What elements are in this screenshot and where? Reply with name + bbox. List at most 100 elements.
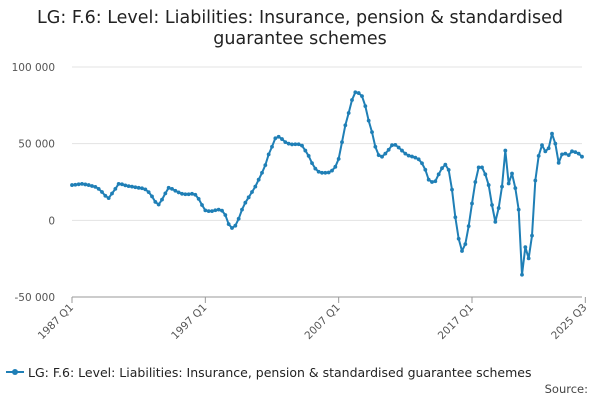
data-point[interactable]	[250, 190, 254, 194]
data-point[interactable]	[190, 191, 194, 196]
data-point[interactable]	[140, 186, 144, 191]
data-point[interactable]	[270, 144, 274, 149]
data-point[interactable]	[386, 147, 391, 152]
data-point[interactable]	[563, 151, 568, 156]
data-point[interactable]	[133, 185, 138, 190]
data-point[interactable]	[510, 171, 514, 176]
data-point[interactable]	[343, 123, 348, 128]
data-point[interactable]	[396, 145, 401, 150]
data-point[interactable]	[120, 182, 124, 187]
data-point[interactable]	[416, 157, 421, 162]
data-point[interactable]	[460, 249, 464, 253]
data-point[interactable]	[550, 131, 554, 136]
data-point[interactable]	[426, 177, 431, 182]
data-point[interactable]	[530, 233, 534, 238]
data-point[interactable]	[156, 202, 161, 207]
data-point[interactable]	[103, 193, 108, 198]
data-point[interactable]	[323, 170, 328, 175]
data-point[interactable]	[450, 187, 454, 192]
data-point[interactable]	[73, 182, 78, 187]
data-point[interactable]	[516, 207, 521, 212]
data-point[interactable]	[496, 206, 501, 210]
data-point[interactable]	[513, 186, 518, 191]
data-point[interactable]	[483, 172, 488, 177]
data-point[interactable]	[283, 140, 288, 145]
data-point[interactable]	[570, 149, 574, 154]
data-point[interactable]	[86, 183, 91, 187]
data-point[interactable]	[466, 224, 471, 229]
data-point[interactable]	[263, 163, 268, 168]
data-point[interactable]	[373, 144, 378, 149]
data-point[interactable]	[310, 161, 314, 166]
data-point[interactable]	[486, 183, 491, 187]
data-point[interactable]	[400, 148, 404, 153]
data-point[interactable]	[356, 91, 361, 95]
data-point[interactable]	[253, 184, 258, 189]
data-point[interactable]	[363, 104, 368, 108]
data-point[interactable]	[153, 200, 158, 204]
data-point[interactable]	[130, 184, 134, 189]
data-point[interactable]	[413, 155, 418, 160]
data-point[interactable]	[193, 192, 198, 197]
data-point[interactable]	[220, 208, 224, 213]
data-point[interactable]	[580, 154, 584, 159]
data-point[interactable]	[533, 178, 538, 183]
data-point[interactable]	[453, 215, 458, 220]
data-point[interactable]	[420, 161, 424, 166]
data-point[interactable]	[230, 226, 234, 230]
data-point[interactable]	[330, 168, 334, 173]
data-point[interactable]	[470, 201, 474, 206]
data-point[interactable]	[433, 179, 438, 184]
data-point[interactable]	[113, 187, 118, 191]
data-point[interactable]	[436, 172, 441, 177]
data-point[interactable]	[383, 151, 388, 156]
data-point[interactable]	[143, 187, 148, 192]
data-point[interactable]	[200, 203, 204, 207]
data-point[interactable]	[243, 200, 248, 205]
data-point[interactable]	[553, 141, 558, 146]
data-point[interactable]	[536, 154, 541, 158]
data-point[interactable]	[520, 272, 524, 277]
data-point[interactable]	[246, 195, 251, 200]
data-point[interactable]	[306, 154, 311, 158]
data-point[interactable]	[176, 190, 181, 195]
data-point[interactable]	[80, 181, 84, 186]
data-point[interactable]	[76, 182, 81, 187]
data-point[interactable]	[476, 165, 481, 170]
data-point[interactable]	[526, 256, 531, 261]
data-point[interactable]	[233, 223, 238, 228]
data-point[interactable]	[273, 136, 278, 141]
data-point[interactable]	[546, 146, 551, 151]
data-point[interactable]	[280, 137, 284, 141]
data-point[interactable]	[316, 169, 321, 174]
data-point[interactable]	[96, 187, 101, 191]
data-point[interactable]	[573, 150, 578, 155]
data-point[interactable]	[226, 222, 231, 227]
data-point[interactable]	[346, 111, 351, 115]
data-point[interactable]	[493, 219, 498, 224]
data-point[interactable]	[170, 187, 174, 191]
data-point[interactable]	[106, 196, 111, 201]
data-point[interactable]	[166, 185, 171, 190]
data-point[interactable]	[556, 160, 561, 165]
data-point[interactable]	[423, 167, 428, 172]
data-point[interactable]	[463, 242, 468, 247]
data-point[interactable]	[523, 245, 528, 250]
data-point[interactable]	[110, 191, 114, 196]
data-point[interactable]	[240, 207, 244, 212]
data-point[interactable]	[410, 154, 414, 159]
data-point[interactable]	[223, 213, 228, 217]
data-point[interactable]	[290, 142, 294, 147]
legend[interactable]: LG: F.6: Level: Liabilities: Insurance, …	[6, 363, 532, 381]
data-point[interactable]	[160, 197, 164, 202]
data-point[interactable]	[370, 130, 374, 135]
data-point[interactable]	[206, 209, 211, 214]
data-point[interactable]	[256, 177, 261, 182]
data-point[interactable]	[286, 141, 291, 146]
data-point[interactable]	[303, 148, 308, 153]
data-point[interactable]	[266, 152, 271, 157]
data-point[interactable]	[336, 156, 341, 161]
data-point[interactable]	[173, 188, 178, 193]
data-point[interactable]	[300, 143, 304, 148]
data-point[interactable]	[406, 153, 411, 158]
